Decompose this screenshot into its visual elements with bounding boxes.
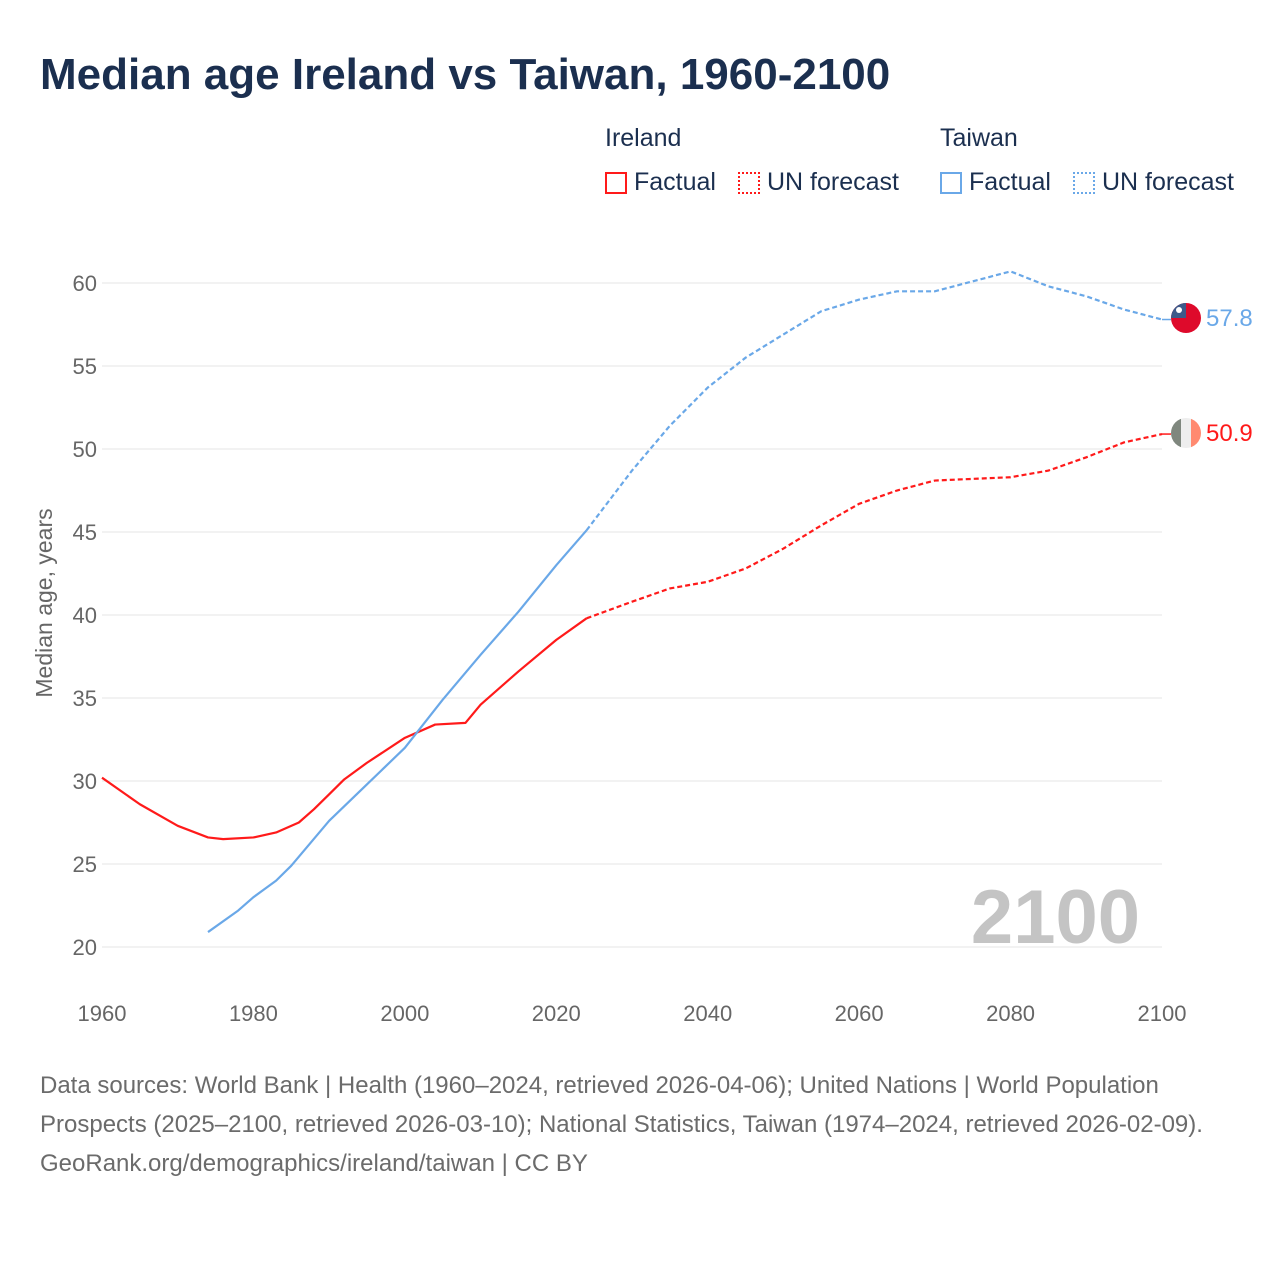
y-tick-label: 45 [73,520,97,545]
x-tick-label: 2020 [532,1001,581,1026]
legend-swatch-dotted [738,171,760,194]
line-chart: 20 25 30 35 40 45 50 55 60 1960 1980 2000 2020 2040 20… [31,270,1253,1026]
legend-taiwan-factual[interactable]: Factual [940,168,1051,197]
legend-swatch-solid [605,171,627,194]
taiwan-factual-line [207,529,588,933]
x-tick-label: 2040 [683,1001,732,1026]
year-watermark: 2100 [971,875,1140,960]
y-tick-label: 40 [73,603,97,628]
x-tick-label: 2080 [986,1001,1035,1026]
y-tick-label: 50 [73,437,97,462]
footer-link[interactable]: GeoRank.org/demographics/ireland/taiwan … [40,1150,588,1177]
legend-ireland-factual[interactable]: Factual [605,168,716,197]
y-tick-label: 60 [73,271,97,296]
sources-text: Data sources: World Bank | Health (1960–… [40,1072,1203,1138]
flag-taiwan-icon [1171,303,1201,333]
y-tick-label: 55 [73,354,97,379]
flag-ireland-icon [1171,418,1201,448]
data-sources: Data sources: World Bank | Health (1960–… [40,1066,1240,1183]
legend-label: UN forecast [767,168,899,196]
y-tick-label: 25 [73,852,97,877]
legend-label: Factual [634,168,716,196]
y-tick-label: 35 [73,686,97,711]
y-axis-label: Median age, years [31,508,57,697]
legend-swatch-dotted [1073,171,1095,194]
y-tick-label: 20 [73,935,97,960]
x-tick-label: 2060 [835,1001,884,1026]
legend-label: UN forecast [1102,168,1234,196]
y-tick-label: 30 [73,769,97,794]
ireland-end-label: 50.9 [1206,420,1253,447]
ireland-factual-line [101,617,588,841]
x-tick-label: 1960 [78,1001,127,1026]
chart-title: Median age Ireland vs Taiwan, 1960-2100 [40,50,891,99]
taiwan-end-label: 57.8 [1206,305,1253,332]
legend-label: Factual [969,168,1051,196]
legend-swatch-solid [940,171,962,194]
x-tick-label: 2000 [380,1001,429,1026]
x-tick-label: 1980 [229,1001,278,1026]
x-tick-label: 2100 [1138,1001,1187,1026]
legend-taiwan-forecast[interactable]: UN forecast [1073,168,1234,197]
legend-group-ireland: Ireland [605,124,682,152]
legend-ireland-forecast[interactable]: UN forecast [738,168,899,197]
taiwan-forecast-line [585,270,1163,532]
legend-group-taiwan: Taiwan [940,124,1018,152]
ireland-forecast-line [586,432,1163,620]
